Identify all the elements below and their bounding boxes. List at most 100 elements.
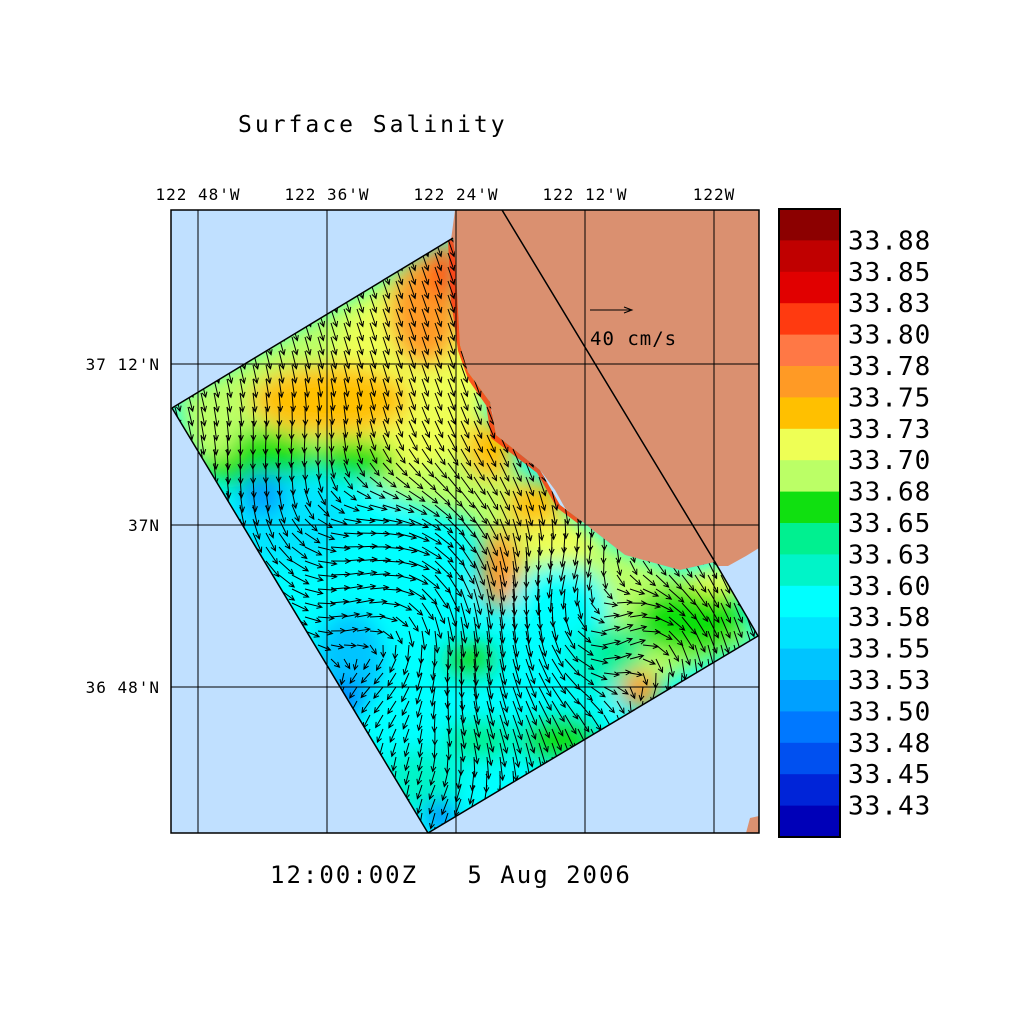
current-vector-arrow <box>486 490 499 511</box>
current-vector-arrow <box>460 714 467 737</box>
current-vector-arrow <box>421 392 430 411</box>
current-vector-arrow <box>408 490 426 502</box>
current-vector-arrow <box>317 378 324 398</box>
current-vector-arrow <box>694 588 708 608</box>
current-vector-arrow <box>525 686 537 712</box>
current-vector-arrow <box>642 588 660 597</box>
current-vector-arrow <box>395 532 418 540</box>
current-vector-arrow <box>395 462 408 477</box>
current-vector-arrow <box>434 616 443 640</box>
current-vector-arrow <box>395 406 403 425</box>
current-vector-arrow <box>430 756 437 773</box>
current-vector-arrow <box>460 728 467 750</box>
current-vector-arrow <box>538 490 547 512</box>
current-vector-arrow <box>369 336 377 356</box>
current-vector-arrow <box>356 626 371 633</box>
current-vector-arrow <box>447 266 456 286</box>
current-vector-arrow <box>330 490 342 504</box>
current-vector-arrow <box>330 378 337 398</box>
current-vector-arrow <box>317 350 325 370</box>
current-vector-arrow <box>694 574 707 593</box>
current-vector-arrow <box>538 518 545 542</box>
current-vector-arrow <box>590 616 606 624</box>
current-vector-arrow <box>512 546 520 574</box>
current-vector-arrow <box>681 616 697 635</box>
current-vector-arrow <box>486 546 498 573</box>
current-vector-arrow <box>356 476 369 489</box>
current-vector-arrow <box>315 406 322 426</box>
current-vector-arrow <box>434 378 443 398</box>
current-vector-arrow <box>382 336 390 356</box>
current-vector-arrow <box>408 266 417 286</box>
current-vector-arrow <box>603 625 621 632</box>
current-vector-arrow <box>356 308 365 328</box>
colorbar-label: 33.48 <box>848 729 931 759</box>
current-vector-arrow <box>395 420 404 438</box>
longitude-label: 122 48'W <box>155 185 240 204</box>
current-vector-arrow <box>460 448 472 467</box>
current-vector-arrow <box>369 434 377 452</box>
current-vector-arrow <box>408 392 417 411</box>
current-vector-arrow <box>304 602 324 609</box>
current-vector-arrow <box>375 714 384 729</box>
current-vector-arrow <box>460 420 470 439</box>
current-vector-arrow <box>343 530 364 537</box>
current-vector-arrow <box>434 532 454 548</box>
current-vector-arrow <box>600 560 607 578</box>
current-vector-arrow <box>512 476 522 497</box>
current-vector-arrow <box>278 560 295 575</box>
current-vector-arrow <box>401 672 410 690</box>
current-vector-arrow <box>278 504 286 524</box>
colorbar-swatch <box>779 711 840 744</box>
current-vector-arrow <box>288 448 295 469</box>
current-vector-arrow <box>356 420 363 439</box>
current-vector-arrow <box>328 420 335 439</box>
current-vector-arrow <box>356 583 377 590</box>
current-vector-arrow <box>275 448 282 469</box>
current-vector-arrow <box>421 588 438 605</box>
colorbar-label: 33.85 <box>848 258 931 288</box>
current-vector-arrow <box>373 700 384 714</box>
current-vector-arrow <box>382 490 400 500</box>
current-vector-arrow <box>416 798 423 815</box>
current-vector-arrow <box>352 658 359 671</box>
colorbar-swatch <box>779 460 840 493</box>
current-vector-arrow <box>408 364 417 384</box>
current-vector-arrow <box>265 560 280 578</box>
current-vector-arrow <box>486 560 496 587</box>
colorbar-labels: 33.8833.8533.8333.8033.7833.7533.7333.70… <box>848 226 931 821</box>
current-vector-arrow <box>473 504 488 525</box>
reference-vector: 40 cm/s <box>590 306 677 350</box>
current-vector-arrow <box>551 728 562 752</box>
current-vector-arrow <box>388 714 397 729</box>
current-vector-arrow <box>486 742 494 767</box>
current-vector-arrow <box>473 728 481 752</box>
current-vector-arrow <box>655 644 670 656</box>
current-vector-arrow <box>356 543 378 550</box>
current-vector-arrow <box>395 322 404 342</box>
current-vector-arrow <box>408 294 417 314</box>
current-vector-arrow <box>363 658 371 671</box>
current-vector-arrow <box>536 532 543 557</box>
current-vector-arrow <box>694 644 704 669</box>
current-vector-arrow <box>225 462 232 485</box>
colorbar-swatch <box>779 271 840 304</box>
current-vector-arrow <box>402 714 410 730</box>
reference-vector-label: 40 cm/s <box>590 328 677 350</box>
current-vector-arrow <box>525 672 537 699</box>
current-vector-arrow <box>707 588 720 609</box>
current-vector-arrow <box>590 686 606 698</box>
current-vector-arrow <box>429 672 436 694</box>
current-vector-arrow <box>589 588 595 605</box>
current-vector-arrow <box>369 350 377 370</box>
current-vector-arrow <box>237 434 244 456</box>
current-vector-arrow <box>408 448 420 465</box>
current-vector-arrow <box>382 294 391 314</box>
current-vector-arrow <box>512 448 522 468</box>
current-vector-arrow <box>499 574 507 602</box>
current-vector-arrow <box>329 406 336 426</box>
current-vector-arrow <box>395 602 413 611</box>
current-vector-arrow <box>616 560 623 577</box>
current-vector-arrow <box>577 700 592 717</box>
current-vector-arrow <box>429 812 436 830</box>
